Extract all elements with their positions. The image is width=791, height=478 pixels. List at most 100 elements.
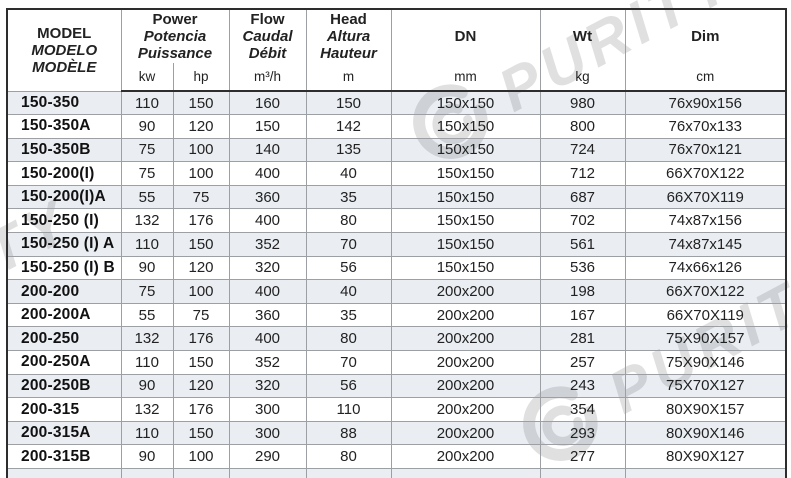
flow-cell: 290 [228, 444, 307, 469]
kw-cell: 90 [120, 255, 174, 281]
hp-cell: 120 [172, 373, 230, 399]
flow-cell: 400 [228, 326, 307, 352]
dn-cell: 200x200 [390, 373, 541, 399]
dim-cell: 75X90X157 [624, 326, 787, 352]
dim-cell: 74x87x156 [624, 208, 787, 234]
model-cell: 200-315 [6, 397, 122, 422]
hp-cell: 100 [172, 137, 230, 163]
table-row: 150-350 110 150 160 150 150x150 980 76x9… [6, 90, 787, 116]
dn-cell: 150x150 [390, 208, 541, 234]
head-cell: 56 [305, 255, 392, 281]
wt-cell: 167 [539, 302, 626, 328]
flow-cell: 140 [228, 137, 307, 163]
model-cell: 150-200(I) [6, 161, 122, 186]
power-label-en: Power [152, 10, 198, 28]
head-cell: 150 [305, 90, 392, 116]
model-cell: 150-350 [6, 90, 122, 116]
unit-dim: cm [624, 63, 787, 92]
dn-cell: 150x150 [390, 161, 541, 186]
head-label-es: Altura [326, 27, 371, 45]
hp-cell: 75 [172, 184, 230, 210]
unit-hp: hp [172, 63, 230, 92]
model-cell: 200-250B [6, 373, 122, 399]
head-label-en: Head [330, 10, 367, 28]
hp-cell: 100 [172, 161, 230, 186]
model-cell: 200-315B [6, 444, 122, 469]
wt-cell: 536 [539, 255, 626, 281]
kw-cell: 75 [120, 137, 174, 163]
wt-cell: 243 [539, 373, 626, 399]
kw-cell: 132 [120, 208, 174, 234]
wt-cell: 561 [539, 232, 626, 257]
dim-cell: 74x66x126 [624, 255, 787, 281]
model-cell: 200-200 [6, 279, 122, 304]
wt-cell: 281 [539, 326, 626, 352]
flow-cell: 150 [228, 114, 307, 139]
col-header-power: Power Potencia Puissance [120, 8, 230, 63]
dn-cell: 200x200 [390, 420, 541, 446]
table-row: 200-250B 90 120 320 56 200x200 243 75X70… [6, 373, 787, 399]
kw-cell: 75 [120, 279, 174, 304]
flow-cell: 352 [228, 350, 307, 375]
head-cell: 70 [305, 350, 392, 375]
dim-cell: 76x70x121 [624, 137, 787, 163]
kw-cell: 90 [120, 444, 174, 469]
table-row: 200-315A 110 150 300 88 200x200 293 80X9… [6, 420, 787, 446]
head-cell: 80 [305, 208, 392, 234]
table-row: 150-250 (I) B 90 120 320 56 150x150 536 … [6, 255, 787, 281]
flow-cell: 300 [228, 397, 307, 422]
head-cell: 35 [305, 302, 392, 328]
flow-label-en: Flow [250, 10, 285, 28]
table-row: 150-200(I) 75 100 400 40 150x150 712 66X… [6, 161, 787, 186]
kw-cell: 55 [120, 184, 174, 210]
dn-cell: 200x200 [390, 444, 541, 469]
dn-cell: 200x200 [390, 279, 541, 304]
flow-label-es: Caudal [242, 27, 293, 45]
unit-kw: kw [120, 63, 174, 92]
kw-cell: 75 [120, 161, 174, 186]
dim-cell: 80X90X146 [624, 420, 787, 446]
col-header-dim: Dim [624, 8, 787, 63]
dn-label: DN [454, 27, 477, 45]
kw-cell: 132 [120, 326, 174, 352]
flow-cell: 160 [228, 90, 307, 116]
model-cell: 200-250A [6, 350, 122, 375]
table-header: MODEL MODELO MODÈLE Power Potencia Puiss… [6, 8, 787, 92]
model-cell: 150-250 (I) [6, 208, 122, 234]
hp-cell: 150 [172, 420, 230, 446]
dn-cell: 150x150 [390, 137, 541, 163]
hp-cell: 150 [172, 232, 230, 257]
head-cell: 40 [305, 161, 392, 186]
table-row: 150-200(I)A 55 75 360 35 150x150 687 66X… [6, 184, 787, 210]
head-label-fr: Hauteur [320, 45, 377, 63]
table-row: 200-200 75 100 400 40 200x200 198 66X70X… [6, 279, 787, 304]
col-header-model: MODEL MODELO MODÈLE [6, 8, 122, 91]
dim-cell: 80X90X157 [624, 397, 787, 422]
clipped-partial-row [6, 468, 787, 478]
model-cell: 150-250 (I) A [6, 232, 122, 257]
kw-cell: 55 [120, 302, 174, 328]
hp-cell: 120 [172, 114, 230, 139]
table-body: 150-350 110 150 160 150 150x150 980 76x9… [6, 90, 787, 469]
table-row: 150-350B 75 100 140 135 150x150 724 76x7… [6, 137, 787, 163]
hp-cell: 150 [172, 90, 230, 116]
head-cell: 40 [305, 279, 392, 304]
unit-head: m [305, 63, 392, 92]
head-cell: 56 [305, 373, 392, 399]
dim-cell: 80X90X127 [624, 444, 787, 469]
model-label-es: MODELO [31, 41, 98, 59]
dim-cell: 76x90x156 [624, 90, 787, 116]
hp-cell: 176 [172, 208, 230, 234]
power-label-es: Potencia [143, 27, 207, 45]
dn-cell: 150x150 [390, 255, 541, 281]
power-label-fr: Puissance [137, 45, 213, 63]
flow-cell: 400 [228, 279, 307, 304]
table-row: 200-250A 110 150 352 70 200x200 257 75X9… [6, 350, 787, 375]
table-row: 150-250 (I) A 110 150 352 70 150x150 561… [6, 232, 787, 257]
wt-cell: 277 [539, 444, 626, 469]
dn-cell: 150x150 [390, 90, 541, 116]
model-cell: 150-250 (I) B [6, 255, 122, 281]
dn-cell: 150x150 [390, 184, 541, 210]
kw-cell: 110 [120, 232, 174, 257]
